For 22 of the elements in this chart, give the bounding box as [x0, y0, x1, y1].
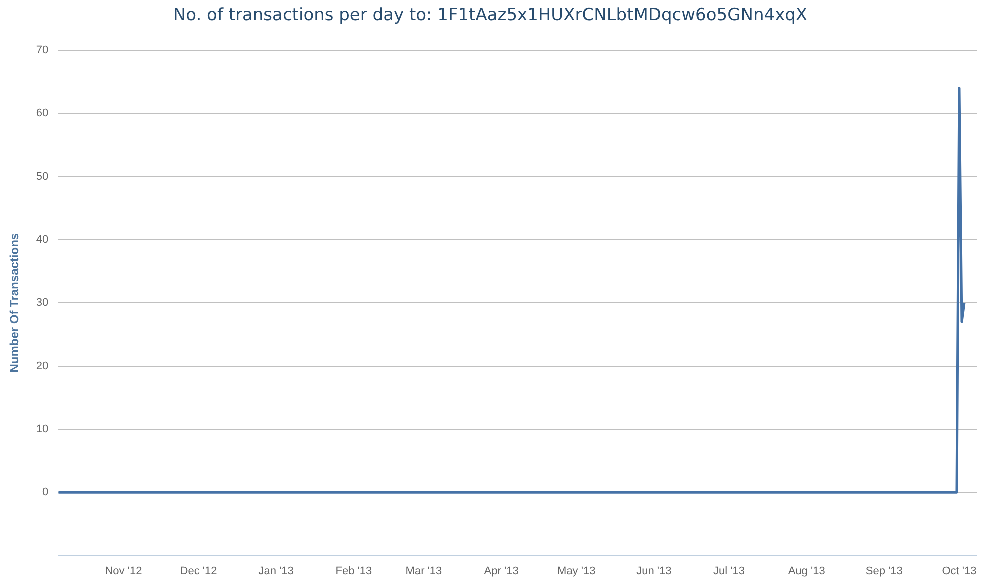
y-axis-title: Number Of Transactions: [8, 233, 22, 373]
x-tick-label: Apr '13: [484, 565, 519, 578]
y-tick-label: 60: [36, 108, 49, 120]
x-tick-label: Jun '13: [636, 565, 672, 578]
y-tick-label: 70: [36, 44, 49, 56]
x-tick-label: Jul '13: [714, 565, 745, 578]
chart-title: No. of transactions per day to: 1F1tAaz5x1HUXrCNLbtMDqcw6o5GNn4xqX: [173, 6, 808, 26]
y-tick-label: 30: [36, 297, 49, 310]
x-tick-label: May '13: [558, 565, 596, 578]
y-tick-label: 0: [42, 486, 49, 499]
x-tick-label: Nov '12: [105, 565, 142, 578]
x-tick-label: Sep '13: [866, 565, 903, 578]
x-tick-label: Feb '13: [336, 565, 372, 578]
x-tick-label: Oct '13: [942, 565, 977, 578]
x-tick-label: Jan '13: [258, 565, 294, 578]
y-tick-label: 10: [36, 423, 49, 436]
y-tick-label: 40: [36, 234, 49, 246]
y-tick-label: 50: [36, 170, 49, 183]
x-tick-label: Mar '13: [406, 565, 442, 578]
x-tick-label: Aug '13: [788, 565, 826, 578]
x-tick-label: Dec '12: [180, 565, 218, 578]
y-tick-label: 20: [36, 360, 49, 372]
